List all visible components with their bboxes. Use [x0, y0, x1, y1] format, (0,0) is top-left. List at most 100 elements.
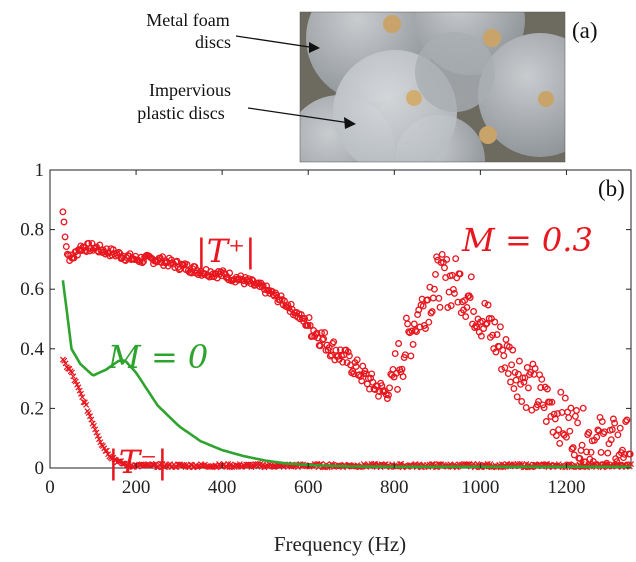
data-point: [543, 385, 551, 393]
data-point: [277, 292, 285, 300]
annotation-t-plus: |T⁺|: [196, 232, 256, 270]
data-point: [513, 393, 521, 401]
data-point: [493, 331, 501, 339]
data-point: [597, 448, 605, 456]
data-point: [419, 302, 427, 310]
data-point: [542, 418, 550, 425]
arrowhead-icon: [309, 42, 320, 53]
data-point: [579, 404, 587, 412]
data-point: [320, 335, 328, 343]
data-point: [607, 436, 615, 444]
data-point: [609, 415, 617, 423]
data-point: [499, 346, 507, 354]
data-point: [407, 352, 415, 360]
data-point: [332, 346, 340, 354]
data-point: [626, 450, 634, 458]
data-point: [570, 451, 578, 459]
data-point: [571, 412, 579, 420]
data-point: [94, 432, 101, 439]
x-tick-label: 1200: [547, 477, 585, 498]
data-point: [398, 365, 406, 373]
y-tick-label: 1: [35, 160, 45, 181]
data-point: [608, 426, 616, 434]
data-point: [304, 322, 312, 329]
data-point: [518, 398, 526, 405]
y-tick-label: 0.8: [20, 220, 44, 241]
data-point: [85, 409, 92, 417]
data-point: [521, 374, 529, 382]
data-point: [519, 374, 527, 382]
data-point: [593, 433, 601, 441]
data-point: [441, 264, 448, 272]
data-point: [321, 329, 329, 337]
data-point: [405, 328, 413, 336]
data-point: [301, 315, 309, 322]
x-axis-label: Frequency (Hz): [274, 532, 406, 556]
data-point: [485, 315, 493, 322]
data-point: [88, 416, 95, 423]
data-point: [87, 413, 94, 420]
data-point: [557, 388, 565, 396]
data-point: [554, 410, 561, 418]
data-point: [622, 418, 630, 425]
data-point: [358, 377, 366, 385]
data-point: [611, 419, 619, 427]
data-point: [375, 392, 382, 400]
x-tick-label: 0: [45, 477, 55, 498]
data-point: [495, 343, 503, 351]
panel-a-label: (a): [572, 18, 598, 43]
data-point: [316, 342, 324, 350]
data-point: [68, 369, 75, 376]
data-point: [345, 352, 353, 360]
data-point: [574, 419, 582, 427]
data-point: [463, 303, 471, 311]
data-point: [319, 336, 326, 344]
data-point: [484, 301, 492, 309]
data-point: [306, 322, 314, 329]
data-point: [159, 253, 166, 261]
disc-hole: [479, 126, 497, 144]
disc-hole: [383, 15, 401, 33]
data-point: [520, 378, 528, 386]
callout-arrow-plastic: [247, 107, 351, 124]
data-point: [70, 373, 77, 380]
data-point: [565, 414, 573, 422]
data-point: [502, 336, 510, 343]
data-point: [515, 357, 523, 365]
data-point: [432, 270, 439, 278]
x-tick-label: 600: [294, 477, 323, 498]
data-point: [523, 364, 531, 371]
data-point: [535, 397, 542, 405]
annotation-m03: M = 0.3: [461, 221, 593, 259]
data-point: [317, 329, 325, 337]
data-point: [402, 314, 410, 322]
data-point: [81, 246, 89, 254]
x-tick-label: 400: [208, 477, 237, 498]
data-point: [72, 378, 79, 385]
arrowhead-icon: [344, 117, 356, 129]
data-point: [456, 270, 464, 278]
data-point: [394, 385, 401, 393]
disc-hole: [538, 91, 554, 107]
data-point: [430, 285, 438, 293]
data-point: [538, 375, 546, 383]
data-point: [531, 365, 539, 372]
data-point: [467, 273, 475, 281]
data-point: [368, 370, 376, 378]
data-point: [352, 363, 360, 370]
data-point: [623, 416, 631, 424]
y-tick-label: 0: [35, 458, 45, 479]
data-point: [466, 294, 474, 301]
data-point: [427, 309, 435, 317]
panel-b-label: (b): [598, 176, 625, 201]
data-point: [404, 320, 412, 328]
data-point: [437, 259, 445, 266]
data-point: [583, 448, 591, 456]
y-tick-label: 0.2: [20, 398, 44, 419]
data-point: [391, 350, 399, 358]
data-point: [305, 314, 313, 322]
data-point: [422, 325, 429, 332]
data-point: [410, 320, 418, 328]
data-point: [276, 296, 284, 304]
